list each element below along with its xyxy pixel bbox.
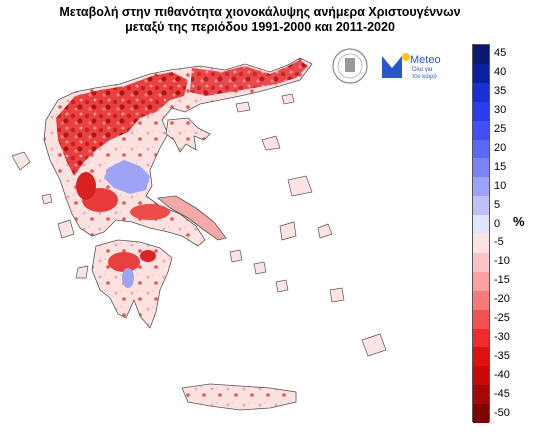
meteo-name: Meteo <box>410 54 441 66</box>
legend-swatch <box>473 309 489 329</box>
legend-label: -5 <box>494 236 504 249</box>
crete <box>181 383 297 411</box>
legend-swatch <box>473 45 489 65</box>
legend-swatch <box>473 328 489 348</box>
legend-label: 25 <box>494 123 507 136</box>
legend-swatch <box>473 252 489 273</box>
legend-unit: % <box>513 214 525 229</box>
legend-swatch <box>473 63 489 84</box>
legend-label: -45 <box>494 387 510 400</box>
legend-label: 30 <box>494 104 507 117</box>
legend-label: 0 <box>494 217 501 230</box>
legend-label: -50 <box>494 406 510 419</box>
legend-label: -15 <box>494 274 510 287</box>
meteo-logo-icon <box>382 53 410 78</box>
legend-label: -40 <box>494 368 510 381</box>
legend-label: -30 <box>494 330 510 343</box>
ionian-islands <box>11 151 89 279</box>
legend-swatch <box>473 385 489 405</box>
legend-swatch <box>473 158 489 178</box>
legend-swatch <box>473 120 489 140</box>
aegean-islands <box>229 93 387 357</box>
meteo-tagline-line1: Όλα για <box>412 67 433 73</box>
legend-label: 20 <box>494 141 507 154</box>
legend-swatch <box>473 139 489 159</box>
legend-swatch <box>473 404 489 424</box>
university-seal-icon <box>332 48 368 84</box>
map-title-line2: μεταξύ της περιόδου 1991-2000 και 2011-2… <box>125 20 395 34</box>
legend-swatch <box>473 347 489 367</box>
legend-swatch <box>473 271 489 292</box>
chalkidiki <box>165 117 211 153</box>
map-title: Μεταβολή στην πιθανότητα χιονοκάλυψης αν… <box>0 5 520 35</box>
legend-label: 10 <box>494 179 507 192</box>
legend-label: 15 <box>494 160 507 173</box>
legend-swatch <box>473 101 489 122</box>
euboea <box>157 195 227 241</box>
legend-swatch <box>473 196 489 216</box>
legend-label: 35 <box>494 85 507 98</box>
legend-swatch <box>473 82 489 103</box>
legend-swatch <box>473 215 489 235</box>
legend-label: 5 <box>494 198 501 211</box>
legend-label: -20 <box>494 293 510 306</box>
legend-label: -35 <box>494 349 510 362</box>
map-title-line1: Μεταβολή στην πιθανότητα χιονοκάλυψης αν… <box>59 5 461 19</box>
greece-snow-change-map <box>11 57 387 411</box>
legend-swatch <box>473 234 489 254</box>
legend-label: -25 <box>494 312 510 325</box>
logos-area: Meteo Όλα για τον καιρό <box>330 48 450 93</box>
legend-label: 45 <box>494 47 507 60</box>
mainland-greece <box>43 57 313 247</box>
legend-label: 40 <box>494 66 507 79</box>
color-legend-bar <box>472 44 490 424</box>
legend-swatch <box>473 290 489 311</box>
legend-swatch <box>473 366 489 386</box>
legend-swatch <box>473 177 489 197</box>
peloponnese <box>91 239 173 329</box>
meteo-tagline: Όλα για τον καιρό <box>412 67 437 81</box>
meteo-tagline-line2: τον καιρό <box>412 74 437 80</box>
legend-label: -10 <box>494 255 510 268</box>
